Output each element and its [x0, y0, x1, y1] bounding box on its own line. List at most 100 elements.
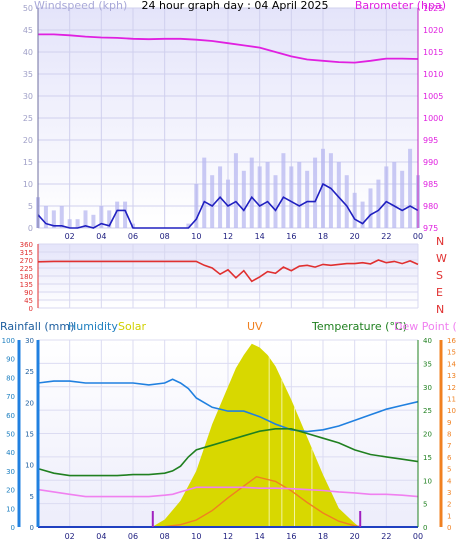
x-tick-label: 12	[223, 532, 233, 541]
barometer-tick-label: 975	[423, 224, 438, 233]
humidity-tick-label: 0	[11, 524, 15, 532]
humidity-tick-label: 80	[6, 374, 15, 382]
rainfall-tick-label: 30	[25, 337, 34, 345]
gust-bar	[99, 206, 104, 228]
humidity-tick-label: 10	[6, 505, 15, 513]
windspeed-tick-label: 10	[23, 180, 33, 189]
x-tick-label: 14	[255, 532, 265, 541]
dewpoint-label: Dew Point (°C)	[394, 320, 458, 333]
x-tick-label: 00	[413, 532, 423, 541]
temperature-axis: 0 5 10 15 20 25 30 35 40	[423, 337, 432, 532]
chart-title: 24 hour graph day : 04 April 2025	[142, 0, 329, 12]
gust-bar	[305, 170, 310, 228]
gust-bar	[352, 192, 357, 228]
gust-bar	[368, 188, 373, 228]
uv-tick-label: 0	[447, 524, 451, 532]
uv-tick-label: 6	[447, 454, 452, 462]
x-tick-label: 20	[350, 232, 360, 241]
windspeed-tick-label: 35	[23, 70, 33, 79]
rainfall-tick-label: 10	[25, 462, 34, 470]
windspeed-line	[37, 182, 419, 229]
barometer-tick-label: 980	[423, 202, 438, 211]
humidity-tick-label: 40	[6, 449, 15, 457]
gust-bar	[273, 175, 278, 228]
temperature-tick-label: 15	[423, 454, 432, 462]
compass-w: W	[436, 252, 447, 265]
x-tick-label: 04	[96, 532, 106, 541]
gust-bar	[194, 184, 199, 228]
x-tick-label: 22	[381, 232, 391, 241]
direction-tick-label: 135	[20, 281, 33, 289]
solar-area	[152, 343, 360, 527]
uv-tick-label: 11	[447, 395, 456, 403]
uv-tick-label: 10	[447, 407, 456, 415]
windspeed-axis: 0 5 10 15 20 25 30 35 40 45 50	[23, 4, 33, 233]
gust-bar	[392, 162, 397, 228]
direction-tick-label: 180	[20, 273, 33, 281]
x-tick-label: 14	[255, 232, 265, 241]
uv-tick-label: 15	[447, 349, 456, 357]
temperature-tick-label: 5	[423, 501, 427, 509]
solar-label: Solar	[118, 320, 147, 333]
uv-tick-label: 8	[447, 431, 451, 439]
rainfall-tick-label: 25	[25, 368, 34, 376]
humidity-axis: 0 10 20 30 40 50 60 70 80 90 100	[2, 337, 15, 532]
gust-bar	[123, 201, 128, 228]
sun-markers	[151, 511, 362, 527]
direction-tick-label: 315	[20, 249, 33, 257]
uv-tick-label: 12	[447, 384, 456, 392]
barometer-tick-label: 1005	[423, 92, 443, 101]
gust-bar	[210, 175, 215, 228]
uv-tick-label: 13	[447, 372, 456, 380]
humidity-line	[37, 378, 419, 433]
gust-bar	[297, 162, 302, 228]
direction-tick-label: 270	[20, 257, 33, 265]
barometer-tick-label: 1000	[423, 114, 443, 123]
gust-bar	[115, 201, 120, 228]
rainfall-tick-label: 0	[30, 524, 34, 532]
gust-bar	[131, 223, 135, 228]
uv-tick-label: 3	[447, 489, 451, 497]
gust-bar	[67, 219, 72, 228]
temperature-tick-label: 30	[423, 384, 432, 392]
humidity-tick-label: 90	[6, 356, 15, 364]
x-tick-label: 04	[96, 232, 106, 241]
rainfall-axis: 0 5 10 15 20 25 30	[25, 337, 34, 532]
x-tick-label: 16	[286, 532, 296, 541]
x-tick-label: 06	[128, 532, 138, 541]
x-tick-label: 02	[65, 532, 75, 541]
direction-tick-label: 0	[29, 305, 33, 313]
barometer-line	[38, 33, 419, 64]
uv-tick-label: 14	[447, 360, 456, 368]
x-tick-label: 10	[191, 232, 201, 241]
x-tick-label: 18	[318, 232, 328, 241]
rainfall-tick-label: 15	[25, 431, 34, 439]
uv-line	[161, 475, 363, 528]
gust-bar	[83, 210, 88, 228]
uv-tick-label: 1	[447, 512, 451, 520]
x-tick-label: 08	[160, 532, 170, 541]
rainfall-tick-label: 20	[25, 399, 34, 407]
compass-e: E	[436, 286, 443, 299]
compass-n: N	[436, 235, 444, 248]
barometer-tick-label: 985	[423, 180, 438, 189]
direction-tick-label: 225	[20, 265, 33, 273]
rainfall-tick-label: 5	[30, 493, 34, 501]
x-tick-label: 10	[191, 532, 201, 541]
x-tick-label: 16	[286, 232, 296, 241]
compass-s: S	[436, 269, 443, 282]
windspeed-tick-label: 5	[28, 202, 33, 211]
gust-bar	[257, 166, 262, 228]
gust-bar	[202, 157, 207, 228]
gust-bar	[107, 210, 112, 228]
windspeed-tick-label: 0	[28, 224, 33, 233]
x-tick-label: 00	[413, 232, 423, 241]
compass-n: N	[436, 303, 444, 316]
gust-bar	[321, 148, 325, 228]
x-tick-label: 08	[160, 232, 170, 241]
x-tick-label: 06	[128, 232, 138, 241]
gust-bar	[313, 157, 318, 228]
uv-tick-label: 2	[447, 501, 451, 509]
